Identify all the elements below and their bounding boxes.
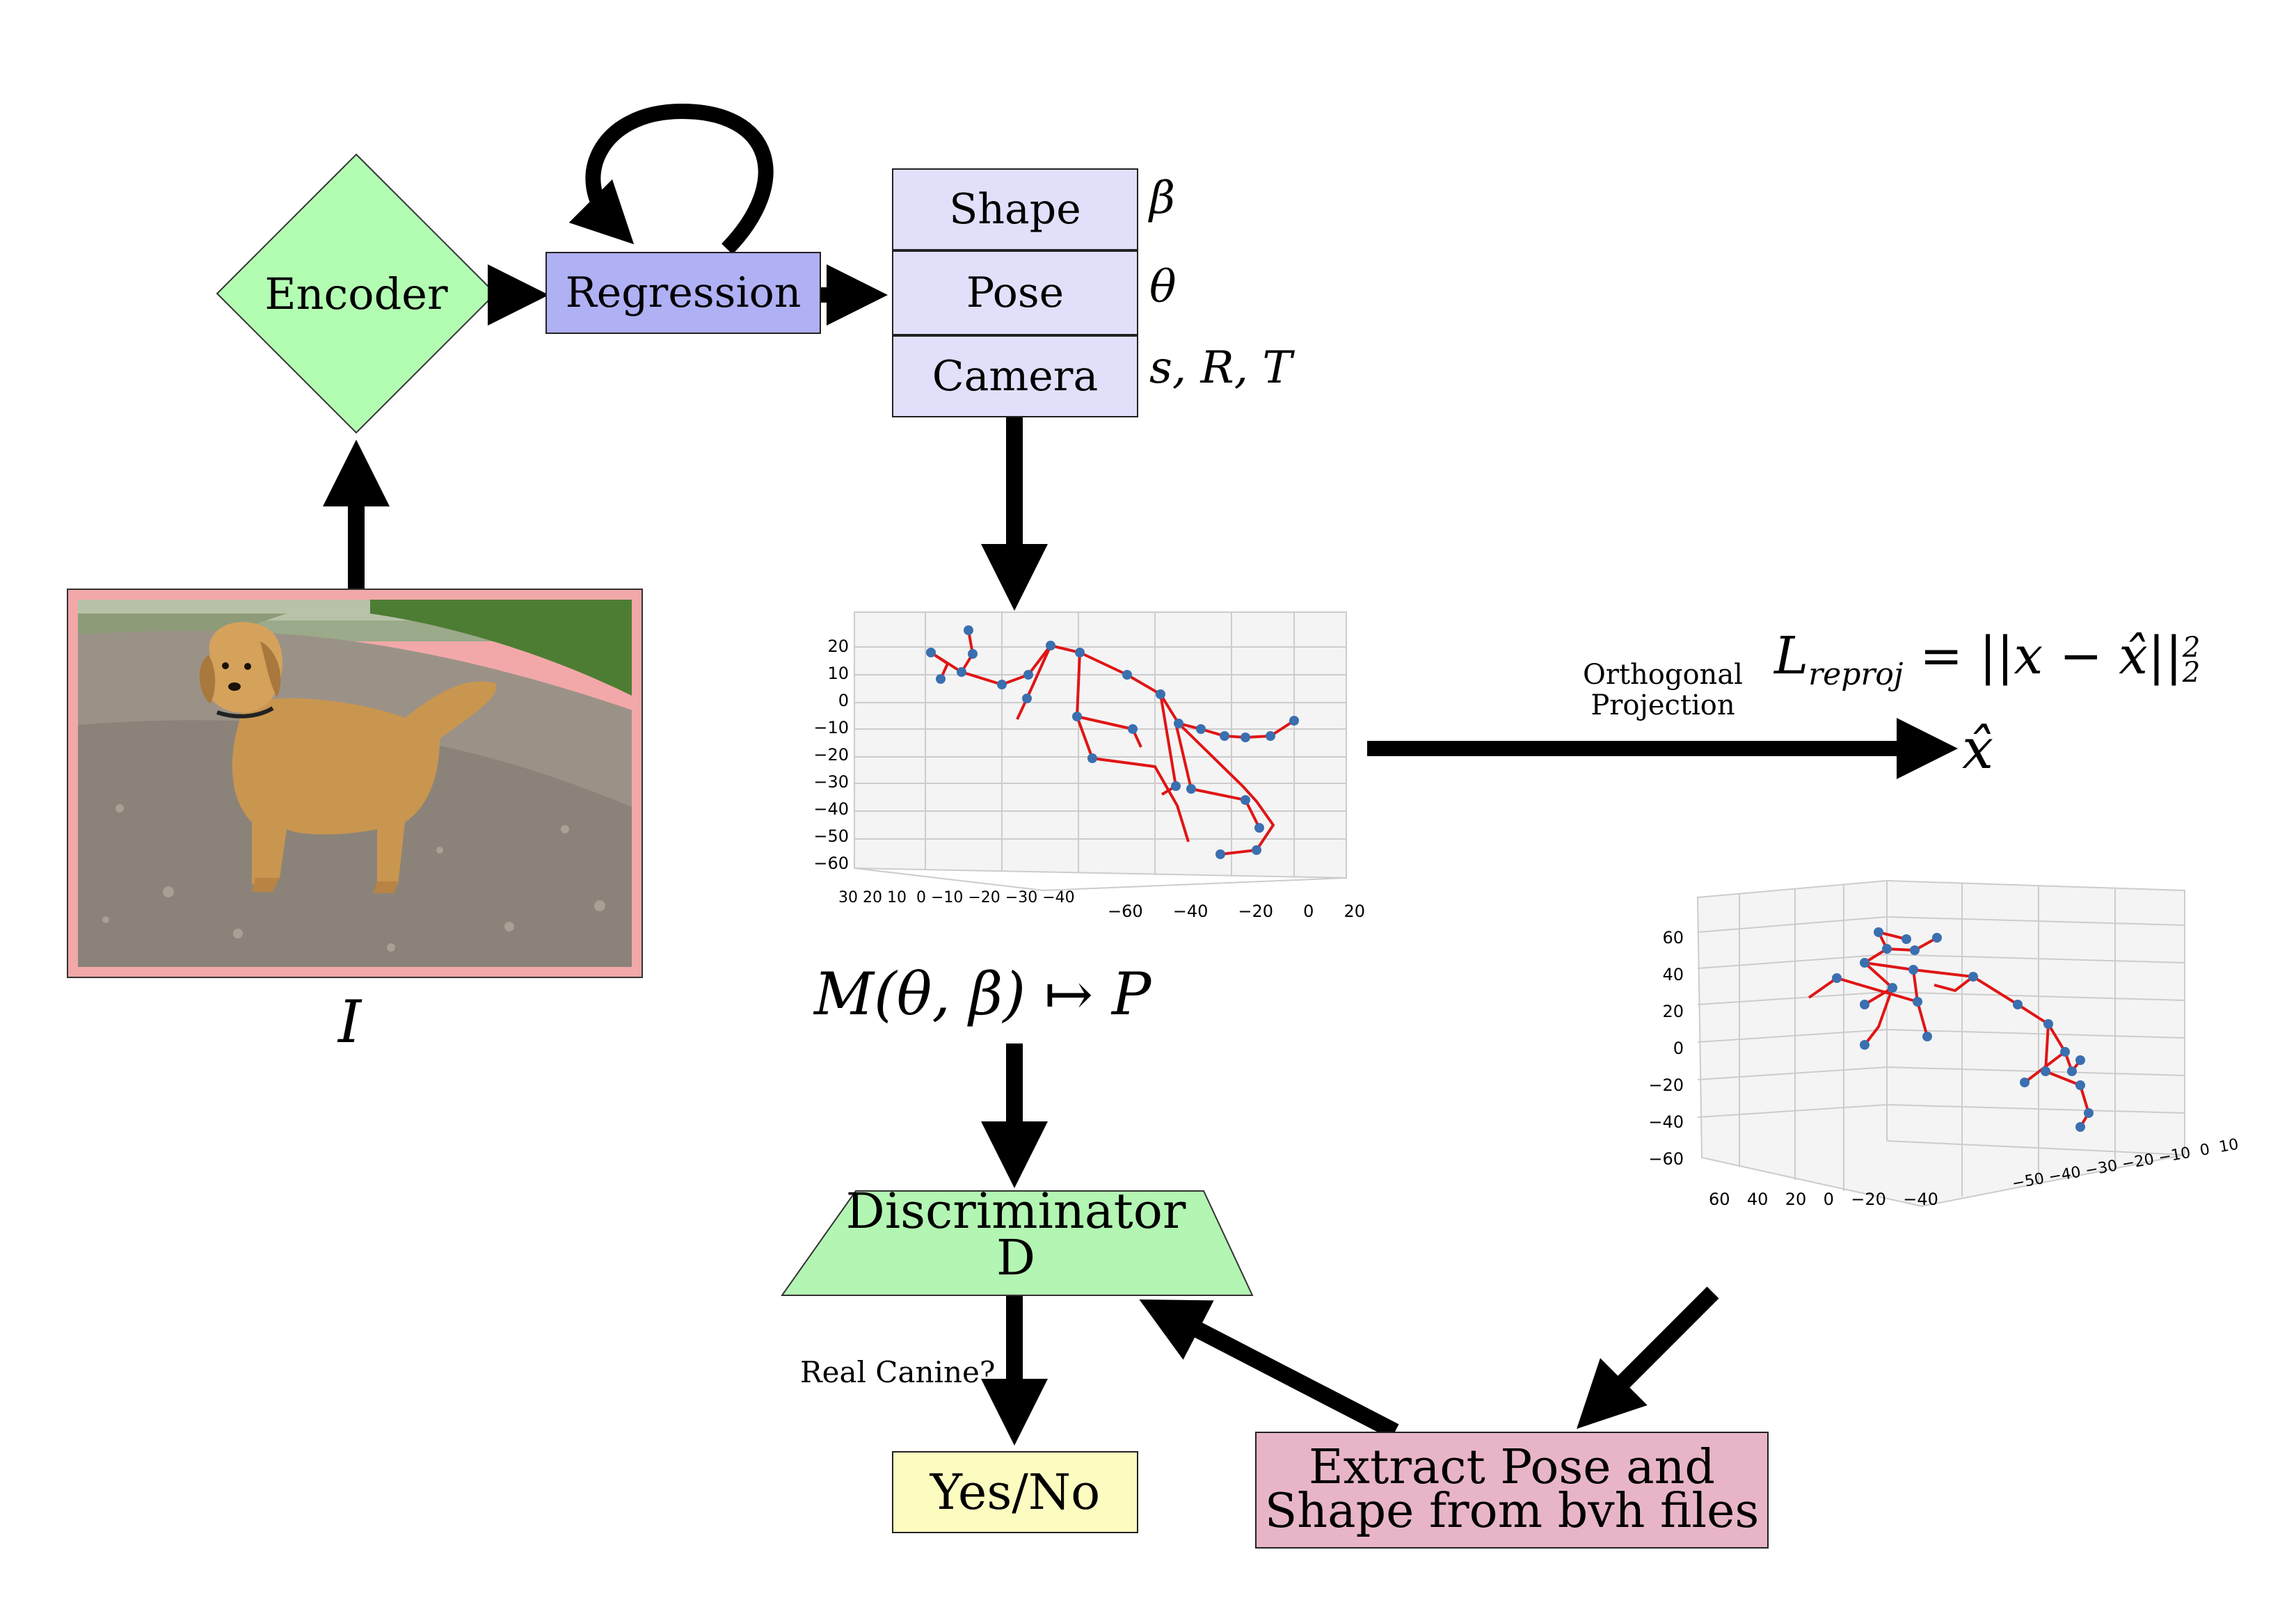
discriminator-label: Discriminator D [786, 1183, 1245, 1286]
right-plot-x-ticks-left: 60 40 20 0 −20 −40 [1709, 1190, 1938, 1209]
discriminator-trapezoid [781, 1190, 1254, 1296]
right-skeleton-plot [1696, 879, 2185, 1208]
projection-line1: Orthogonal [1583, 659, 1743, 691]
tick: −30 [813, 772, 849, 792]
encoder-text: Encoder [264, 268, 448, 319]
tick: −40 [1903, 1190, 1938, 1209]
camera-box: Camera [892, 335, 1138, 417]
reprojection-loss: Lreproj = ||x − x̂|| 2 2 [1774, 626, 2200, 692]
tick: −40 [813, 799, 849, 819]
pose-text: Pose [966, 269, 1065, 317]
arrow-extract-to-discriminator [1139, 1299, 1399, 1439]
tick: −60 [1108, 902, 1143, 921]
top-skeleton-plot [854, 611, 1347, 891]
tick: −20 [1648, 1075, 1684, 1095]
regression-box: Regression [545, 252, 821, 334]
tick: 0 [1673, 1039, 1684, 1058]
loss-rhs: = ||x − x̂|| [1903, 626, 2183, 686]
camera-symbol: s, R, T [1149, 342, 1293, 394]
discriminator-line2: D [996, 1229, 1036, 1286]
tick: −40 [1648, 1112, 1684, 1132]
loss-symbol: L [1774, 626, 1809, 686]
encoder-label: Encoder [245, 264, 468, 323]
real-canine-question: Real Canine? [800, 1355, 996, 1389]
arrow-rightplot-to-extract [1577, 1286, 1719, 1429]
pose-box: Pose [892, 250, 1138, 335]
right-plot-y-ticks: 60 40 20 0 −20 −40 −60 [1635, 920, 1684, 1178]
loss-superscript: 2 [2182, 631, 2201, 664]
tick: −20 [1238, 902, 1274, 921]
projection-line2: Projection [1591, 689, 1735, 721]
pose-symbol: θ [1149, 262, 1177, 313]
regression-loop-arrow [568, 103, 774, 255]
loss-subscript2: 2 [2182, 656, 2201, 689]
tick: −20 [1851, 1190, 1886, 1209]
tick: −40 [1172, 902, 1209, 921]
tick: 60 [1709, 1190, 1730, 1209]
tick: 40 [1662, 965, 1684, 984]
top-plot-y-ticks: 20 10 0 −10 −20 −30 −40 −50 −60 [800, 633, 849, 877]
tick: 10 [827, 664, 849, 683]
input-photo-frame [67, 589, 643, 978]
tick: 20 [1785, 1190, 1807, 1209]
tick: −20 [813, 745, 849, 765]
tick: −60 [813, 854, 849, 873]
tick: 40 [1746, 1190, 1769, 1209]
model-equation: M(θ, β) ↦ P [814, 960, 1151, 1028]
tick: 60 [1662, 928, 1684, 947]
loss-subscript: reproj [1808, 656, 1904, 692]
projection-label: Orthogonal Projection [1572, 659, 1753, 721]
tick: 20 [1662, 1002, 1684, 1021]
image-symbol: I [338, 988, 362, 1056]
tick: 0 [838, 691, 849, 710]
yes-no-box: Yes/No [892, 1451, 1138, 1533]
camera-text: Camera [932, 352, 1099, 401]
tick: 0 [1303, 902, 1314, 921]
tick: 20 [827, 637, 849, 656]
regression-text: Regression [565, 269, 802, 317]
encoder-diamond [216, 153, 497, 434]
shape-text: Shape [949, 185, 1081, 234]
projection-output: x̂ [1962, 717, 1994, 781]
tick: 20 [1344, 902, 1365, 921]
extract-line2: Shape from bvh files [1264, 1484, 1760, 1539]
shape-symbol: β [1149, 173, 1175, 224]
top-plot-x-ticks-right: −60 −40 −20 0 20 [1108, 902, 1365, 921]
yes-no-text: Yes/No [930, 1464, 1101, 1521]
tick: −10 [813, 718, 849, 737]
tick: 0 [1823, 1190, 1834, 1209]
puppy-photo [78, 600, 632, 967]
extract-line1: Extract Pose and [1309, 1440, 1715, 1496]
tick: −50 [813, 826, 849, 846]
tick: −60 [1648, 1149, 1684, 1169]
top-plot-x-ticks-left: 30 20 10 0 −10 −20 −30 −40 [838, 889, 1075, 906]
discriminator-line1: Discriminator [845, 1183, 1186, 1240]
extract-box: Extract Pose and Shape from bvh files [1255, 1432, 1769, 1549]
shape-box: Shape [892, 168, 1138, 250]
